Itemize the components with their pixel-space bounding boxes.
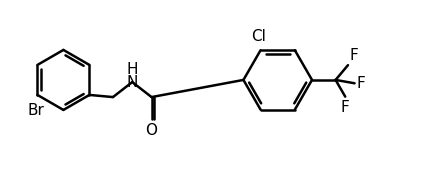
Text: O: O	[146, 123, 158, 138]
Text: F: F	[349, 48, 358, 63]
Text: F: F	[341, 100, 349, 115]
Text: F: F	[357, 76, 365, 91]
Text: Cl: Cl	[251, 29, 266, 44]
Text: H: H	[127, 62, 138, 77]
Text: N: N	[127, 75, 138, 90]
Text: Br: Br	[28, 103, 44, 118]
